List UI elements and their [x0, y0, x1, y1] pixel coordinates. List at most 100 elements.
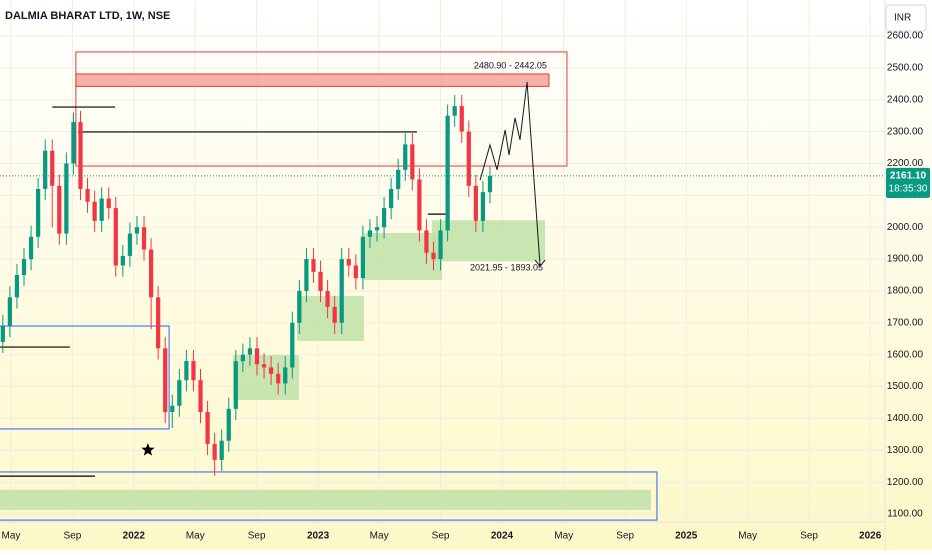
candle-body — [290, 322, 295, 368]
currency-label[interactable]: INR — [894, 13, 911, 24]
candle-body — [261, 364, 267, 368]
x-tick-label: 2026 — [859, 531, 882, 542]
last-price-box — [886, 167, 930, 198]
candle-body — [120, 255, 125, 266]
candle-body — [127, 233, 133, 256]
zone — [363, 232, 442, 281]
candle-body — [487, 175, 493, 193]
y-tick-label: 1800.00 — [887, 286, 924, 297]
x-tick-label: May — [1, 531, 20, 542]
x-tick-label: May — [186, 531, 205, 542]
candle-body — [332, 306, 337, 323]
zone — [0, 471, 658, 521]
candle-body — [0, 326, 5, 342]
zone — [432, 220, 546, 262]
candle-body — [268, 367, 274, 374]
candle-body — [445, 115, 450, 231]
candle-body — [71, 122, 76, 164]
candle-body — [276, 373, 281, 384]
y-tick-label: 1500.00 — [887, 381, 924, 392]
last-price-label: 2161.10 — [890, 171, 927, 182]
candle-body — [233, 361, 238, 409]
zone-label: 2021.95 - 1893.05 — [470, 263, 543, 273]
candle-body — [254, 348, 260, 365]
candle-body — [226, 408, 231, 441]
candle-body — [304, 259, 309, 291]
candle-body — [170, 405, 175, 413]
y-tick-label: 1300.00 — [887, 445, 924, 456]
candle-body — [113, 208, 118, 266]
candle-body — [21, 259, 27, 276]
candle-body — [389, 188, 394, 209]
x-tick-label: May — [738, 531, 757, 542]
zone — [0, 489, 651, 510]
zone-label: 2480.90 - 2442.05 — [474, 60, 547, 70]
x-tick-label: Sep — [63, 531, 81, 542]
x-tick-label: Sep — [248, 531, 266, 542]
candle-body — [367, 230, 373, 237]
candle-body — [318, 271, 323, 291]
y-tick-label: 2000.00 — [887, 222, 924, 233]
candle-body — [311, 259, 316, 272]
candle-body — [396, 169, 401, 189]
candle-body — [28, 236, 34, 260]
candle-body — [7, 297, 13, 327]
candle-body — [177, 380, 182, 406]
y-tick-label: 1700.00 — [887, 317, 924, 328]
candle-body — [240, 354, 245, 362]
x-tick-label: May — [554, 531, 573, 542]
candle-body — [353, 265, 358, 279]
y-tick-label: 2500.00 — [887, 63, 924, 74]
y-tick-label: 1100.00 — [887, 509, 923, 520]
candle-body — [438, 230, 443, 260]
candle-body — [297, 290, 302, 323]
x-tick-label: 2024 — [491, 531, 514, 542]
y-tick-label: 1600.00 — [887, 349, 924, 360]
candle-body — [99, 198, 104, 221]
candle-body — [43, 150, 48, 189]
zone — [0, 325, 170, 430]
zone — [75, 51, 568, 167]
zone — [232, 355, 300, 400]
candle-body — [417, 179, 422, 231]
x-tick-label: Sep — [432, 531, 450, 542]
candle-body — [36, 188, 41, 237]
candle-body — [325, 290, 330, 307]
x-tick-label: 2023 — [307, 531, 330, 542]
candle-body — [205, 412, 210, 444]
currency-button[interactable] — [885, 4, 927, 32]
candle-body — [283, 367, 288, 384]
candle-body — [148, 249, 154, 298]
candle-body — [339, 259, 344, 323]
chart-title: DALMIA BHARAT LTD, 1W, NSE — [5, 10, 170, 22]
candle-body — [57, 185, 62, 234]
x-tick-label: May — [370, 531, 389, 542]
candle-body — [424, 230, 429, 253]
candle-body — [247, 348, 253, 355]
candle-body — [473, 185, 478, 221]
candle-body — [85, 188, 90, 202]
candle-body — [403, 144, 408, 170]
candle-body — [381, 208, 387, 228]
candle-body — [346, 259, 351, 266]
x-tick-label: Sep — [800, 531, 818, 542]
candle-body — [410, 144, 415, 180]
candle-body — [14, 275, 20, 298]
candle-body — [184, 361, 189, 381]
y-tick-label: 2600.00 — [887, 31, 924, 42]
y-tick-label: 2200.00 — [887, 158, 924, 169]
candle-body — [480, 192, 486, 221]
y-tick-label: 1400.00 — [887, 413, 924, 424]
x-tick-label: Sep — [616, 531, 634, 542]
candle-body — [134, 227, 140, 234]
plot-area: 2480.90 - 2442.05 2021.95 - 1893.05 — [0, 0, 885, 522]
y-tick-label: 2300.00 — [887, 126, 924, 137]
candle-body — [360, 236, 366, 279]
candle-body — [452, 106, 457, 116]
projection-arrowhead — [534, 259, 546, 267]
candle-body — [212, 443, 217, 460]
candle-body — [374, 227, 380, 231]
